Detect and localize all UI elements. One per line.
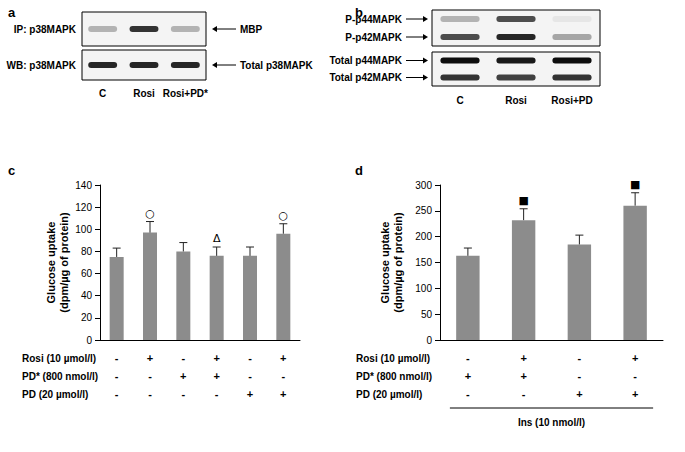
svg-text:120: 120 bbox=[75, 202, 92, 213]
svg-text:+: + bbox=[280, 352, 286, 364]
svg-text:Ins (10 nmol/l): Ins (10 nmol/l) bbox=[518, 417, 585, 428]
svg-text:Rosi: Rosi bbox=[505, 95, 527, 106]
svg-text:C: C bbox=[456, 95, 463, 106]
svg-text:-: - bbox=[115, 388, 119, 400]
svg-text:300: 300 bbox=[415, 180, 432, 191]
svg-text:Glucose uptake: Glucose uptake bbox=[379, 222, 391, 304]
svg-text:+: + bbox=[576, 388, 582, 400]
svg-text:+: + bbox=[147, 352, 153, 364]
svg-text:Total p38MAPK: Total p38MAPK bbox=[240, 60, 313, 71]
svg-text:Rosi: Rosi bbox=[133, 88, 155, 99]
svg-text:-: - bbox=[578, 370, 582, 382]
svg-text:C: C bbox=[99, 88, 106, 99]
svg-text:WB: p38MAPK: WB: p38MAPK bbox=[7, 60, 77, 71]
svg-text:100: 100 bbox=[75, 224, 92, 235]
svg-text:○: ○ bbox=[279, 209, 289, 222]
svg-text:+: + bbox=[520, 352, 526, 364]
svg-text:a: a bbox=[8, 5, 16, 20]
svg-text:Rosi (10 µmol/l): Rosi (10 µmol/l) bbox=[22, 353, 96, 364]
svg-text:80: 80 bbox=[81, 246, 93, 257]
svg-text:PD (20 µmol/l): PD (20 µmol/l) bbox=[356, 389, 422, 400]
svg-text:■: ■ bbox=[630, 178, 640, 191]
svg-text:-: - bbox=[181, 352, 185, 364]
svg-text:-: - bbox=[466, 352, 470, 364]
svg-text:Rosi (10 µmol/l): Rosi (10 µmol/l) bbox=[356, 353, 430, 364]
svg-text:+: + bbox=[632, 352, 638, 364]
svg-text:50: 50 bbox=[421, 309, 433, 320]
svg-text:(dpm/µg of protein): (dpm/µg of protein) bbox=[58, 212, 70, 313]
svg-text:(dpm/µg of protein): (dpm/µg of protein) bbox=[392, 212, 404, 313]
svg-text:Δ: Δ bbox=[213, 232, 221, 245]
svg-text:+: + bbox=[465, 370, 471, 382]
svg-text:-: - bbox=[633, 370, 637, 382]
svg-text:Rosi+PD*: Rosi+PD* bbox=[163, 88, 208, 99]
svg-text:+: + bbox=[213, 352, 219, 364]
svg-text:P-p42MAPK: P-p42MAPK bbox=[345, 32, 402, 43]
svg-text:IP: p38MAPK: IP: p38MAPK bbox=[14, 24, 77, 35]
svg-text:40: 40 bbox=[81, 290, 93, 301]
svg-text:c: c bbox=[8, 163, 15, 178]
svg-text:+: + bbox=[520, 370, 526, 382]
svg-text:+: + bbox=[632, 388, 638, 400]
svg-text:150: 150 bbox=[415, 257, 432, 268]
svg-text:-: - bbox=[215, 388, 219, 400]
svg-text:-: - bbox=[522, 388, 526, 400]
svg-text:-: - bbox=[281, 370, 285, 382]
svg-text:-: - bbox=[148, 388, 152, 400]
svg-text:PD (20 µmol/l): PD (20 µmol/l) bbox=[22, 389, 88, 400]
svg-text:Total p44MAPK: Total p44MAPK bbox=[329, 55, 402, 66]
svg-text:○: ○ bbox=[145, 207, 155, 220]
svg-text:140: 140 bbox=[75, 180, 92, 191]
svg-text:■: ■ bbox=[518, 194, 528, 207]
svg-text:100: 100 bbox=[415, 283, 432, 294]
svg-text:+: + bbox=[213, 370, 219, 382]
svg-text:20: 20 bbox=[81, 312, 93, 323]
svg-text:-: - bbox=[248, 370, 252, 382]
svg-text:+: + bbox=[247, 388, 253, 400]
svg-text:-: - bbox=[148, 370, 152, 382]
svg-text:PD* (800 nmol/l): PD* (800 nmol/l) bbox=[356, 371, 432, 382]
svg-text:Rosi+PD: Rosi+PD bbox=[551, 95, 592, 106]
svg-text:0: 0 bbox=[86, 335, 92, 346]
svg-text:-: - bbox=[115, 352, 119, 364]
svg-text:P-p44MAPK: P-p44MAPK bbox=[345, 14, 402, 25]
svg-text:0: 0 bbox=[426, 335, 432, 346]
svg-text:250: 250 bbox=[415, 205, 432, 216]
svg-text:-: - bbox=[578, 352, 582, 364]
svg-text:d: d bbox=[355, 163, 363, 178]
svg-text:b: b bbox=[355, 4, 363, 20]
svg-text:MBP: MBP bbox=[240, 24, 263, 35]
svg-text:Total p42MAPK: Total p42MAPK bbox=[329, 72, 402, 83]
svg-text:60: 60 bbox=[81, 268, 93, 279]
svg-text:200: 200 bbox=[415, 231, 432, 242]
svg-text:PD* (800 nmol/l): PD* (800 nmol/l) bbox=[22, 371, 98, 382]
svg-text:+: + bbox=[180, 370, 186, 382]
svg-text:-: - bbox=[248, 352, 252, 364]
svg-text:+: + bbox=[280, 388, 286, 400]
svg-text:Glucose uptake: Glucose uptake bbox=[45, 222, 57, 304]
svg-text:-: - bbox=[115, 370, 119, 382]
svg-text:-: - bbox=[466, 388, 470, 400]
svg-text:-: - bbox=[181, 388, 185, 400]
